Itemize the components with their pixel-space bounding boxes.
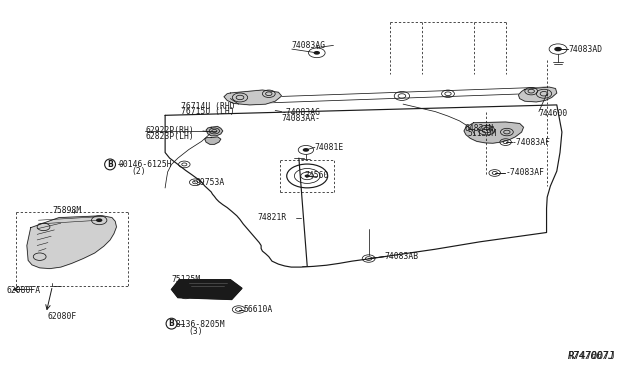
Text: 56610A: 56610A (243, 305, 273, 314)
Text: 74083AB: 74083AB (384, 252, 418, 261)
Circle shape (554, 47, 562, 51)
Circle shape (303, 148, 309, 152)
Polygon shape (464, 122, 524, 143)
Polygon shape (224, 90, 282, 105)
Text: 744600: 744600 (539, 109, 568, 118)
Text: 99753A: 99753A (195, 178, 225, 187)
Text: 74821R: 74821R (258, 213, 287, 222)
Text: 74083AG: 74083AG (292, 41, 326, 50)
Polygon shape (206, 126, 223, 136)
Text: 74560: 74560 (305, 171, 329, 180)
Text: B: B (169, 319, 174, 328)
Text: 74083AA-: 74083AA- (282, 114, 321, 123)
Text: 62080FA: 62080FA (6, 286, 40, 295)
Text: -74083AF: -74083AF (512, 138, 551, 147)
Text: 62922P(RH): 62922P(RH) (145, 126, 194, 135)
Text: B: B (108, 160, 113, 169)
Text: 64824N: 64824N (465, 124, 494, 133)
Text: 00146-6125H: 00146-6125H (118, 160, 172, 169)
Text: 75898M: 75898M (52, 206, 82, 215)
Text: 62823P(LH): 62823P(LH) (145, 132, 194, 141)
Text: R747007J: R747007J (568, 352, 615, 361)
Circle shape (305, 174, 310, 177)
Text: 75125M: 75125M (172, 275, 201, 284)
Text: (3): (3) (189, 327, 204, 336)
Polygon shape (27, 216, 116, 269)
Text: 08136-8205M: 08136-8205M (172, 320, 225, 329)
Text: -74083AF: -74083AF (506, 169, 545, 177)
Polygon shape (518, 87, 557, 102)
Text: 76714U (RHD: 76714U (RHD (181, 102, 235, 110)
Text: 76715U (LH): 76715U (LH) (181, 107, 235, 116)
Text: 51150M: 51150M (467, 129, 497, 138)
Text: 62080F: 62080F (48, 312, 77, 321)
Polygon shape (205, 137, 221, 144)
Circle shape (314, 51, 320, 55)
Text: 74083AD: 74083AD (568, 45, 602, 54)
Text: (2): (2) (131, 167, 146, 176)
Text: -74083AG: -74083AG (282, 108, 321, 117)
Polygon shape (172, 280, 242, 299)
Text: R747007J: R747007J (568, 352, 615, 361)
Text: 74081E: 74081E (315, 143, 344, 152)
Circle shape (96, 218, 102, 222)
